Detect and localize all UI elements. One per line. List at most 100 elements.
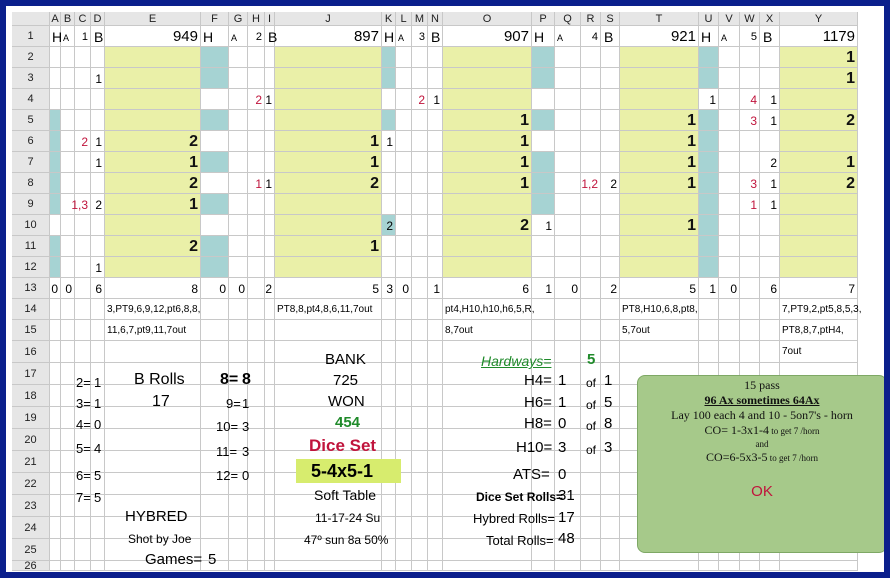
grid-cell[interactable] <box>91 152 105 173</box>
grid-cell[interactable] <box>412 68 428 89</box>
grid-cell[interactable] <box>50 407 61 429</box>
column-header[interactable]: G <box>229 12 248 26</box>
grid-cell[interactable] <box>105 429 201 451</box>
grid-cell[interactable] <box>699 299 719 320</box>
grid-cell[interactable] <box>443 495 532 517</box>
grid-cell[interactable] <box>719 257 740 278</box>
grid-cell[interactable] <box>428 539 443 561</box>
grid-cell[interactable] <box>105 517 201 539</box>
column-header[interactable]: V <box>719 12 740 26</box>
grid-cell[interactable] <box>248 173 265 194</box>
cell-value[interactable]: 1 <box>370 133 379 150</box>
grid-cell[interactable] <box>265 47 275 68</box>
grid-cell[interactable] <box>555 561 581 571</box>
grid-cell[interactable] <box>428 152 443 173</box>
grid-cell[interactable] <box>428 131 443 152</box>
grid-cell[interactable] <box>61 68 75 89</box>
grid-cell[interactable] <box>50 257 61 278</box>
cell-value[interactable]: 5 <box>372 282 379 296</box>
grid-cell[interactable] <box>75 26 91 47</box>
grid-cell[interactable] <box>265 407 275 429</box>
grid-cell[interactable] <box>248 451 265 473</box>
grid-cell[interactable] <box>61 341 75 363</box>
grid-cell[interactable] <box>265 429 275 451</box>
grid-cell[interactable] <box>396 363 412 385</box>
grid-cell[interactable] <box>105 561 201 571</box>
cell-value[interactable]: 0 <box>238 282 245 296</box>
grid-cell[interactable] <box>229 47 248 68</box>
grid-cell[interactable] <box>699 561 719 571</box>
grid-cell[interactable] <box>699 173 719 194</box>
grid-cell[interactable] <box>443 215 532 236</box>
grid-cell[interactable] <box>382 68 396 89</box>
grid-cell[interactable] <box>601 68 620 89</box>
grid-cell[interactable] <box>275 110 382 131</box>
grid-cell[interactable] <box>91 215 105 236</box>
grid-cell[interactable] <box>443 385 532 407</box>
cell-value[interactable]: 2 <box>418 93 425 107</box>
grid-cell[interactable] <box>699 320 719 341</box>
grid-cell[interactable] <box>61 539 75 561</box>
grid-cell[interactable] <box>699 110 719 131</box>
grid-cell[interactable] <box>601 110 620 131</box>
grid-cell[interactable] <box>91 26 105 47</box>
grid-cell[interactable] <box>719 26 740 47</box>
grid-cell[interactable] <box>396 257 412 278</box>
grid-cell[interactable] <box>91 320 105 341</box>
grid-cell[interactable] <box>412 89 428 110</box>
grid-cell[interactable] <box>229 194 248 215</box>
grid-cell[interactable] <box>61 131 75 152</box>
grid-cell[interactable] <box>740 152 760 173</box>
grid-cell[interactable] <box>382 341 396 363</box>
grid-cell[interactable] <box>91 110 105 131</box>
roll-count-value[interactable]: 5 <box>94 490 102 505</box>
grid-cell[interactable] <box>50 539 61 561</box>
grid-cell[interactable] <box>740 320 760 341</box>
grid-cell[interactable] <box>61 215 75 236</box>
grid-cell[interactable] <box>275 257 382 278</box>
row-header[interactable]: 8 <box>12 173 50 194</box>
grid-cell[interactable] <box>532 407 555 429</box>
roll-sequence-text[interactable]: 7,PT9,2,pt5,8,5,3, <box>782 304 862 315</box>
grid-cell[interactable] <box>581 341 601 363</box>
grid-cell[interactable] <box>396 47 412 68</box>
grid-cell[interactable] <box>396 539 412 561</box>
cell-value[interactable]: 1 <box>370 154 379 171</box>
grid-cell[interactable] <box>201 278 229 299</box>
grid-cell[interactable] <box>201 473 229 495</box>
cell-value[interactable]: 4 <box>750 93 757 107</box>
cell-value[interactable]: B <box>268 29 278 45</box>
row-header[interactable]: 12 <box>12 257 50 278</box>
cell-value[interactable]: 1 <box>386 135 393 149</box>
column-header[interactable]: Y <box>780 12 858 26</box>
grid-cell[interactable] <box>75 407 91 429</box>
grid-cell[interactable] <box>248 26 265 47</box>
grid-cell[interactable] <box>61 89 75 110</box>
grid-cell[interactable] <box>428 320 443 341</box>
grid-cell[interactable] <box>265 68 275 89</box>
grid-cell[interactable] <box>760 173 780 194</box>
grid-cell[interactable] <box>428 173 443 194</box>
grid-cell[interactable] <box>61 194 75 215</box>
grid-cell[interactable] <box>412 495 428 517</box>
hard-total[interactable]: 8 <box>604 415 613 432</box>
column-header[interactable]: R <box>581 12 601 26</box>
grid-cell[interactable] <box>61 257 75 278</box>
grid-cell[interactable] <box>581 110 601 131</box>
grid-cell[interactable] <box>620 236 699 257</box>
grid-cell[interactable] <box>248 539 265 561</box>
grid-cell[interactable] <box>760 236 780 257</box>
grid-cell[interactable] <box>275 194 382 215</box>
grid-cell[interactable] <box>780 173 858 194</box>
grid-cell[interactable] <box>581 68 601 89</box>
grid-cell[interactable] <box>61 152 75 173</box>
grid-cell[interactable] <box>248 110 265 131</box>
grid-cell[interactable] <box>50 385 61 407</box>
grid-cell[interactable] <box>229 341 248 363</box>
roll-count-value[interactable]: 1 <box>94 396 102 411</box>
row-header[interactable]: 4 <box>12 89 50 110</box>
grid-cell[interactable] <box>201 341 229 363</box>
grid-cell[interactable] <box>780 89 858 110</box>
row-header[interactable]: 21 <box>12 451 50 473</box>
grid-cell[interactable] <box>75 173 91 194</box>
